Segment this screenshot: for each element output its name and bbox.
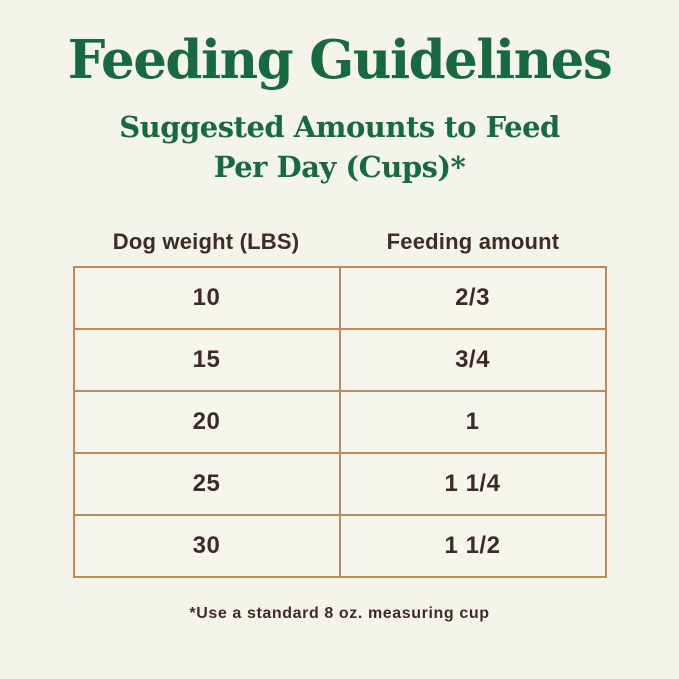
weight-cell: 10 [72, 266, 341, 331]
subtitle-line-1: Suggested Amounts to Feed [119, 110, 560, 144]
feeding-table-section: Dog weight (LBS) Feeding amount 10 2/3 1… [72, 229, 607, 579]
weight-cell: 15 [72, 328, 341, 393]
amount-cell: 2/3 [338, 266, 607, 331]
amount-cell: 1 1/2 [338, 514, 607, 579]
feeding-table: 10 2/3 15 3/4 20 1 25 1 1/4 30 1 1/2 [72, 266, 607, 579]
column-header-feeding-amount: Feeding amount [386, 229, 560, 255]
table-row: 25 1 1/4 [72, 452, 607, 517]
subtitle: Suggested Amounts to Feed Per Day (Cups)… [0, 107, 679, 187]
table-row: 20 1 [72, 390, 607, 455]
weight-cell: 20 [72, 390, 341, 455]
amount-cell: 1 [338, 390, 607, 455]
column-header-dog-weight: Dog weight (LBS) [112, 229, 300, 255]
amount-cell: 3/4 [338, 328, 607, 393]
subtitle-line-2: Per Day (Cups)* [213, 150, 466, 185]
page-title: Feeding Guidelines [67, 29, 613, 91]
amount-cell: 1 1/4 [338, 452, 607, 517]
table-row: 30 1 1/2 [72, 514, 607, 579]
table-header-row: Dog weight (LBS) Feeding amount [73, 229, 607, 255]
table-row: 15 3/4 [72, 328, 607, 393]
table-row: 10 2/3 [72, 266, 607, 331]
measuring-cup-footnote: *Use a standard 8 oz. measuring cup [189, 605, 490, 623]
weight-cell: 30 [72, 514, 341, 579]
weight-cell: 25 [72, 452, 341, 517]
